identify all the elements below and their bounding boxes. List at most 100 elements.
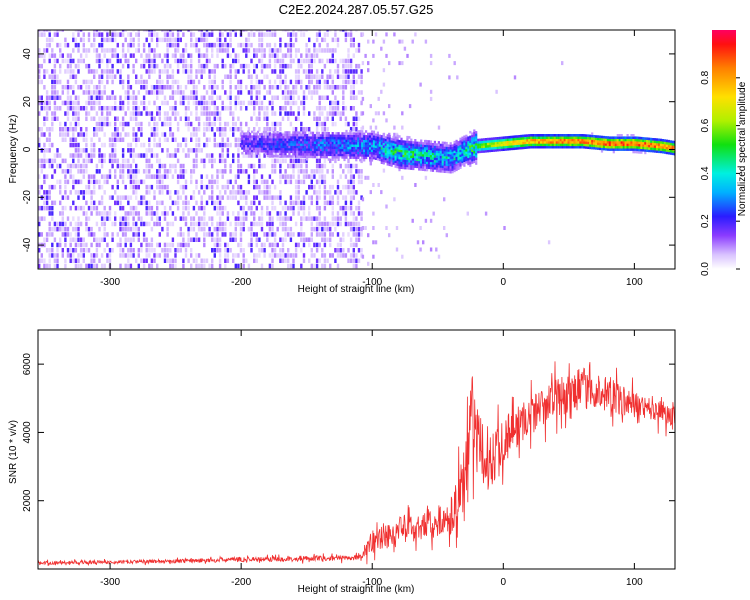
heatmap-cell — [150, 205, 154, 211]
heatmap-cell — [475, 138, 478, 141]
heatmap-cell — [276, 135, 279, 139]
heatmap-cell — [208, 106, 211, 111]
heatmap-cell — [404, 162, 407, 165]
heatmap-cell — [100, 174, 104, 179]
heatmap-cell — [184, 121, 188, 127]
heatmap-cell — [266, 63, 269, 69]
heatmap-cell — [333, 146, 336, 149]
heatmap-cell — [449, 156, 452, 160]
heatmap-cell — [457, 143, 460, 147]
heatmap-cell — [77, 216, 80, 221]
heatmap-cell — [355, 95, 358, 100]
heatmap-cell — [351, 139, 354, 143]
heatmap-cell — [288, 138, 291, 141]
heatmap-cell — [360, 100, 363, 106]
heatmap-cell — [250, 200, 253, 206]
heatmap-cell — [334, 30, 337, 32]
heatmap-cell — [100, 79, 104, 85]
heatmap-cell — [221, 63, 224, 69]
heatmap-cell — [595, 139, 598, 143]
heatmap-cell — [412, 143, 415, 147]
heatmap-cell — [427, 145, 431, 148]
heatmap-cell — [53, 85, 57, 90]
heatmap-cell — [349, 237, 353, 242]
heatmap-cell — [247, 144, 250, 148]
heatmap-cell — [45, 69, 49, 74]
heatmap-cell — [292, 136, 295, 139]
heatmap-cell — [451, 156, 454, 159]
heatmap-cell — [137, 37, 140, 43]
heatmap-cell — [192, 90, 196, 95]
heatmap-cell — [404, 142, 407, 146]
heatmap-cell — [148, 163, 151, 169]
heatmap-cell — [271, 205, 274, 211]
heatmap-cell — [321, 179, 324, 185]
heatmap-cell — [369, 154, 372, 157]
heatmap-cell — [66, 90, 70, 95]
heatmap-cell — [158, 90, 161, 95]
heatmap-cell — [260, 163, 264, 169]
heatmap-cell — [518, 142, 521, 145]
heatmap-cell — [127, 48, 130, 53]
heatmap-cell — [176, 200, 180, 206]
heatmap-cell — [192, 237, 196, 242]
heatmap-cell — [192, 95, 196, 100]
heatmap-cell — [182, 90, 185, 95]
heatmap-cell — [308, 69, 311, 74]
heatmap-cell — [216, 184, 219, 190]
heatmap-cell — [297, 106, 300, 111]
heatmap-cell — [336, 195, 340, 200]
heatmap-cell — [323, 226, 327, 232]
heatmap-cell — [53, 90, 57, 95]
heatmap-cell — [43, 242, 46, 248]
heatmap-cell — [392, 135, 395, 139]
heatmap-cell — [599, 145, 602, 148]
heatmap-cell — [179, 100, 182, 106]
heatmap-cell — [424, 168, 427, 172]
heatmap-cell — [315, 53, 319, 58]
heatmap-cell — [262, 149, 265, 153]
heatmap-cell — [145, 237, 148, 242]
heatmap-cell — [51, 37, 54, 43]
heatmap-cell — [270, 154, 273, 158]
heatmap-cell — [577, 136, 580, 139]
heatmap-cell — [315, 136, 319, 140]
heatmap-cell — [274, 140, 277, 144]
heatmap-cell — [129, 163, 133, 169]
heatmap-cell — [174, 100, 177, 106]
heatmap-cell — [376, 131, 379, 135]
heatmap-cell — [281, 216, 285, 221]
heatmap-cell — [43, 158, 46, 164]
heatmap-cell — [344, 74, 348, 79]
heatmap-cell — [200, 95, 203, 100]
heatmap-cell — [85, 163, 88, 169]
heatmap-cell — [401, 254, 404, 259]
heatmap-cell — [577, 145, 580, 149]
heatmap-cell — [404, 145, 407, 148]
heatmap-cell — [255, 116, 258, 121]
heatmap-cell — [61, 205, 64, 211]
heatmap-cell — [251, 144, 254, 148]
heatmap-cell — [284, 205, 287, 211]
heatmap-cell — [161, 100, 164, 106]
heatmap-cell — [530, 134, 533, 137]
heatmap-cell — [153, 63, 156, 69]
heatmap-cell — [374, 145, 377, 148]
heatmap-cell — [284, 63, 287, 69]
heatmap-cell — [98, 137, 101, 142]
heatmap-cell — [352, 116, 355, 121]
heatmap-cell — [234, 30, 237, 32]
heatmap-cell — [127, 174, 130, 179]
heatmap-cell — [445, 161, 448, 164]
heatmap-cell — [453, 164, 456, 168]
heatmap-cell — [229, 42, 232, 48]
heatmap-cell — [135, 232, 138, 237]
heatmap-cell — [161, 132, 164, 137]
heatmap-cell — [129, 205, 133, 211]
heatmap-cell — [345, 149, 348, 152]
heatmap-cell — [95, 53, 99, 58]
heatmap-cell — [253, 163, 256, 169]
heatmap-cell — [64, 127, 67, 132]
heatmap-cell — [386, 153, 389, 156]
heatmap-cell — [575, 138, 578, 142]
